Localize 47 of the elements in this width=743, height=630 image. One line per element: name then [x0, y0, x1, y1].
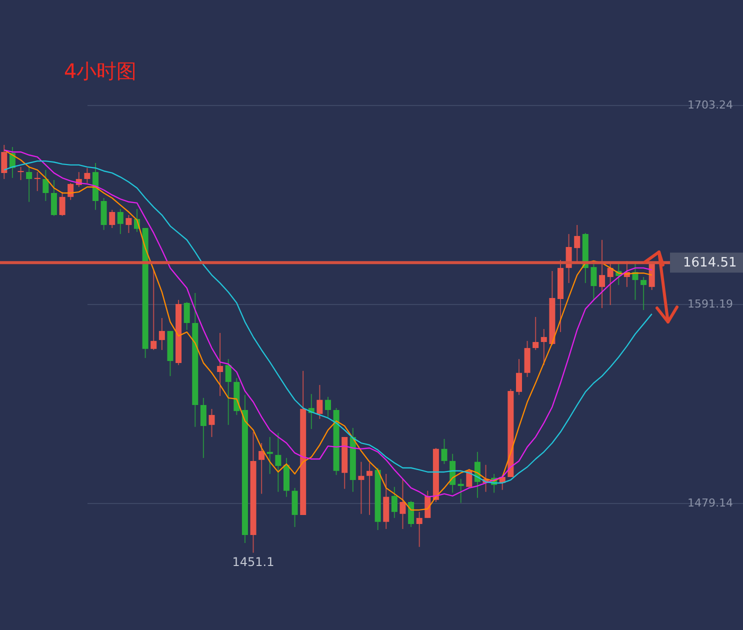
candlestick	[34, 172, 40, 192]
candlestick	[217, 332, 224, 396]
candlestick	[325, 396, 331, 418]
candlestick	[158, 318, 165, 350]
candlestick	[42, 169, 49, 202]
candlestick	[59, 191, 66, 216]
candlestick	[408, 500, 414, 528]
candlestick	[574, 224, 580, 264]
candlestick	[84, 167, 90, 184]
candlestick	[466, 468, 472, 488]
candlestick	[400, 478, 406, 530]
candlestick	[416, 511, 422, 548]
candlestick	[109, 209, 116, 228]
candlestick	[532, 316, 539, 350]
y-tick-label: 1479.14	[688, 496, 733, 510]
candlestick	[200, 397, 206, 458]
candlestick	[225, 358, 232, 426]
ref-line-label: 1614.51	[683, 256, 737, 271]
candlestick	[258, 442, 265, 494]
candlestick	[117, 208, 124, 235]
candlestick	[100, 197, 107, 230]
candlestick	[184, 302, 190, 330]
text: 4小时图	[64, 58, 137, 85]
candlestick	[275, 432, 282, 492]
candlestick	[316, 384, 323, 420]
candlestick	[540, 328, 547, 366]
candlestick	[391, 486, 398, 518]
candlestick	[458, 478, 464, 504]
candlestick	[358, 461, 364, 514]
candlestick	[18, 166, 24, 181]
candlestick	[640, 276, 647, 311]
candlestick	[126, 214, 132, 234]
candlestick	[441, 438, 448, 464]
y-tick-label: 1591.19	[688, 298, 733, 311]
candlestick	[599, 239, 606, 309]
annotation: 1451.1	[232, 554, 274, 569]
y-tick-label: 1703.24	[688, 98, 733, 112]
candlestick	[516, 358, 522, 396]
candlestick	[266, 436, 273, 474]
candlestick	[607, 262, 614, 306]
candlestick	[26, 166, 32, 202]
candlestick	[366, 462, 373, 516]
candlestick	[68, 182, 74, 200]
candlestick	[150, 269, 157, 350]
candlestick	[208, 408, 215, 438]
candlestick	[50, 180, 57, 216]
candlestick	[1, 144, 8, 180]
